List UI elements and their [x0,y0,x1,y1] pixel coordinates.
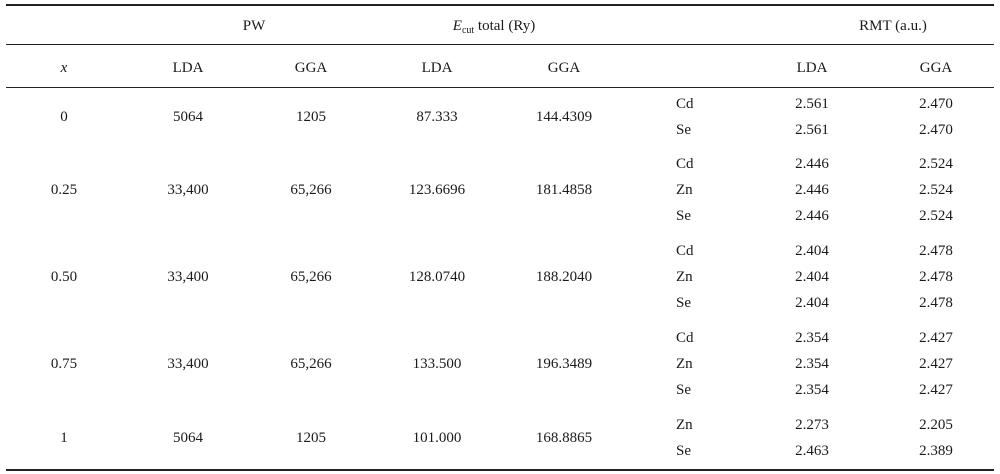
cell-rmt-gga: 2.205 [919,417,953,433]
cell-element: Se [676,295,691,311]
cell-element: Se [676,208,691,224]
cell-ecut-gga: 196.3489 [535,356,593,372]
cell-rmt-gga: 2.524 [919,208,953,224]
cell-rmt-lda: 2.561 [795,122,829,138]
cell-ecut-lda: 87.333 [416,109,458,125]
cell-rmt-gga: 2.389 [919,443,953,459]
header-pw: PW [242,18,266,34]
cell-pw-gga: 1205 [296,430,326,446]
cell-ecut-lda: 128.0740 [408,269,466,285]
cell-ecut-gga: 181.4858 [535,182,593,198]
cell-rmt-lda: 2.446 [795,182,829,198]
cell-x: 0.75 [50,356,78,372]
cell-element: Zn [676,269,693,285]
cell-pw-gga: 65,266 [290,269,332,285]
cell-rmt-lda: 2.354 [795,356,829,372]
cell-element: Se [676,122,691,138]
cell-rmt-gga: 2.524 [919,156,953,172]
header-rmt-gga: GGA [919,60,953,76]
header-pw-gga: GGA [294,60,328,76]
top-rule [6,4,994,6]
cell-rmt-lda: 2.404 [795,269,829,285]
cell-pw-gga: 65,266 [290,182,332,198]
cell-rmt-lda: 2.446 [795,156,829,172]
header-pw-lda: LDA [172,60,204,76]
cell-rmt-gga: 2.478 [919,269,953,285]
cell-pw-gga: 1205 [296,109,326,125]
cell-element: Zn [676,417,693,433]
cell-rmt-gga: 2.478 [919,243,953,259]
cell-ecut-gga: 188.2040 [535,269,593,285]
cell-element: Se [676,443,691,459]
cell-rmt-lda: 2.354 [795,330,829,346]
cell-pw-lda: 33,400 [167,182,209,198]
cell-ecut-gga: 168.8865 [535,430,593,446]
header-rmt-lda: LDA [796,60,828,76]
cell-pw-lda: 5064 [173,109,203,125]
cell-element: Zn [676,356,693,372]
cell-ecut-lda: 133.500 [412,356,462,372]
cell-ecut-gga: 144.4309 [535,109,593,125]
cell-rmt-lda: 2.273 [795,417,829,433]
cell-rmt-gga: 2.524 [919,182,953,198]
cell-rmt-gga: 2.427 [919,330,953,346]
cell-rmt-gga: 2.470 [919,96,953,112]
cell-pw-gga: 65,266 [290,356,332,372]
cell-rmt-lda: 2.404 [795,295,829,311]
header-rmt: RMT (a.u.) [859,18,927,34]
cell-rmt-lda: 2.561 [795,96,829,112]
header-ecut-gga: GGA [547,60,581,76]
header-rule [6,87,994,88]
cell-rmt-gga: 2.427 [919,356,953,372]
cell-ecut-lda: 123.6696 [408,182,466,198]
cell-rmt-lda: 2.446 [795,208,829,224]
cell-rmt-lda: 2.404 [795,243,829,259]
cell-element: Zn [676,182,693,198]
cell-rmt-lda: 2.463 [795,443,829,459]
cell-pw-lda: 33,400 [167,269,209,285]
cell-element: Se [676,382,691,398]
cell-x: 0.25 [50,182,78,198]
cell-rmt-gga: 2.478 [919,295,953,311]
bottom-rule [6,469,994,471]
cell-rmt-gga: 2.427 [919,382,953,398]
cell-element: Cd [676,96,694,112]
cell-x: 0.50 [50,269,78,285]
header-x: x [60,60,68,76]
cell-element: Cd [676,156,694,172]
cell-rmt-gga: 2.470 [919,122,953,138]
cell-ecut-lda: 101.000 [412,430,462,446]
cell-pw-lda: 33,400 [167,356,209,372]
cell-pw-lda: 5064 [173,430,203,446]
cell-x: 0 [60,109,68,125]
cell-element: Cd [676,243,694,259]
cell-element: Cd [676,330,694,346]
header-group-rule [6,44,994,45]
header-ecut-total: Ecut total (Ry) [452,18,536,36]
header-ecut-lda: LDA [421,60,453,76]
cell-rmt-lda: 2.354 [795,382,829,398]
cell-x: 1 [60,430,68,446]
